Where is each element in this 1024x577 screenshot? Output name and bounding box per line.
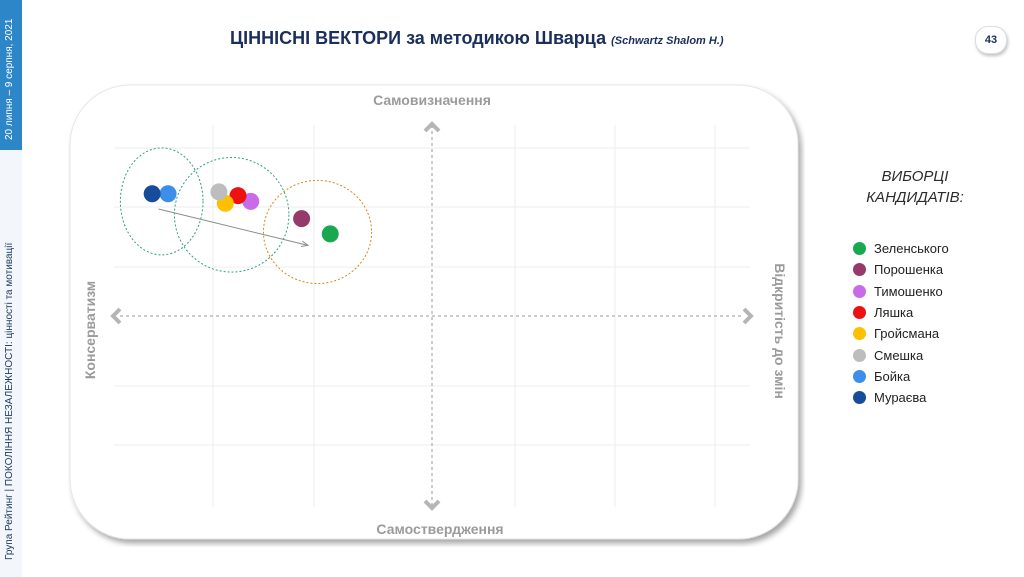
- sidebar: 20 липня – 9 серпня, 2021 Група Рейтинг …: [0, 0, 22, 577]
- legend-item: Гройсмана: [853, 323, 949, 344]
- legend-item: Зеленського: [853, 238, 949, 259]
- data-points: [143, 183, 339, 243]
- cluster-ellipse-3: [262, 179, 373, 285]
- legend-label: Ляшка: [874, 305, 914, 321]
- legend-marker-icon: [853, 369, 866, 383]
- axis-label-right: Відкритість до змін: [772, 263, 788, 399]
- organization-label: Група Рейтинг | ПОКОЛІННЯ НЕЗАЛЕЖНОСТІ: …: [4, 242, 15, 560]
- legend-marker-icon: [853, 348, 866, 362]
- legend-marker-icon: [853, 327, 866, 341]
- axis-labels: Самовизначення Самоствердження Консерватиз…: [82, 92, 788, 537]
- legend-title: ВИБОРЦІ КАНДИДАТІВ:: [840, 166, 990, 208]
- legend-item: Тимошенко: [853, 281, 949, 302]
- legend-item: Смешка: [853, 344, 949, 365]
- legend-item: Мураєва: [853, 387, 949, 408]
- legend-title-line-1: ВИБОРЦІ: [881, 168, 949, 185]
- chart-panel: Самовизначення Самоствердження Консерватиз…: [69, 84, 799, 540]
- legend-marker-icon: [853, 263, 866, 277]
- legend-label: Смешка: [874, 347, 924, 363]
- axis-label-top: Самовизначення: [373, 92, 491, 108]
- trend-line: [158, 208, 309, 246]
- legend-item: Порошенка: [853, 259, 949, 280]
- legend-label: Гройсмана: [874, 326, 940, 342]
- trend-arrowhead-icon: [300, 240, 310, 247]
- legend-label: Мураєва: [874, 390, 927, 406]
- arrow-left-icon: [110, 307, 122, 325]
- data-point: [143, 185, 161, 203]
- legend-marker-icon: [853, 306, 866, 320]
- legend-label: Порошенка: [874, 262, 944, 278]
- arrow-up-icon: [423, 121, 441, 133]
- page-title: ЦІННІСНІ ВЕКТОРИ за методикою Шварца (Sc…: [230, 28, 724, 49]
- data-point: [159, 185, 177, 203]
- cluster-ellipse-2: [173, 156, 290, 273]
- arrow-down-icon: [423, 499, 441, 511]
- legend-item: Бойка: [853, 366, 949, 387]
- cluster-ellipses: [119, 147, 373, 285]
- data-point: [321, 225, 339, 243]
- legend-title-line-2: КАНДИДАТІВ:: [866, 189, 964, 206]
- data-point: [242, 192, 260, 210]
- legend-marker-icon: [853, 391, 866, 405]
- title-text: ЦІННІСНІ ВЕКТОРИ за методикою Шварца: [230, 28, 607, 48]
- cluster-ellipse-1: [119, 147, 204, 256]
- data-point: [229, 187, 247, 205]
- legend-marker-icon: [853, 242, 866, 256]
- chart-legend: Зеленського Порошенка Тимошенко Ляшка Гройсм…: [853, 238, 949, 408]
- page-number: 43: [975, 26, 1007, 54]
- survey-date: 20 липня – 9 серпня, 2021: [4, 18, 15, 140]
- legend-item: Ляшка: [853, 302, 949, 323]
- legend-label: Тимошенко: [874, 283, 943, 299]
- trend-arrow: [158, 208, 310, 247]
- legend-label: Зеленського: [874, 241, 949, 257]
- axis-label-left: Консерватизм: [82, 281, 98, 379]
- date-box: [0, 0, 22, 150]
- title-subtitle: (Schwartz Shalom H.): [611, 35, 724, 47]
- data-point: [210, 183, 228, 201]
- data-point: [293, 210, 311, 228]
- axis-label-bottom: Самоствердження: [376, 521, 503, 537]
- arrow-right-icon: [742, 307, 754, 325]
- chart-axes: [110, 121, 754, 511]
- legend-label: Бойка: [874, 368, 911, 384]
- legend-marker-icon: [853, 284, 866, 298]
- chart-frame: [69, 84, 799, 540]
